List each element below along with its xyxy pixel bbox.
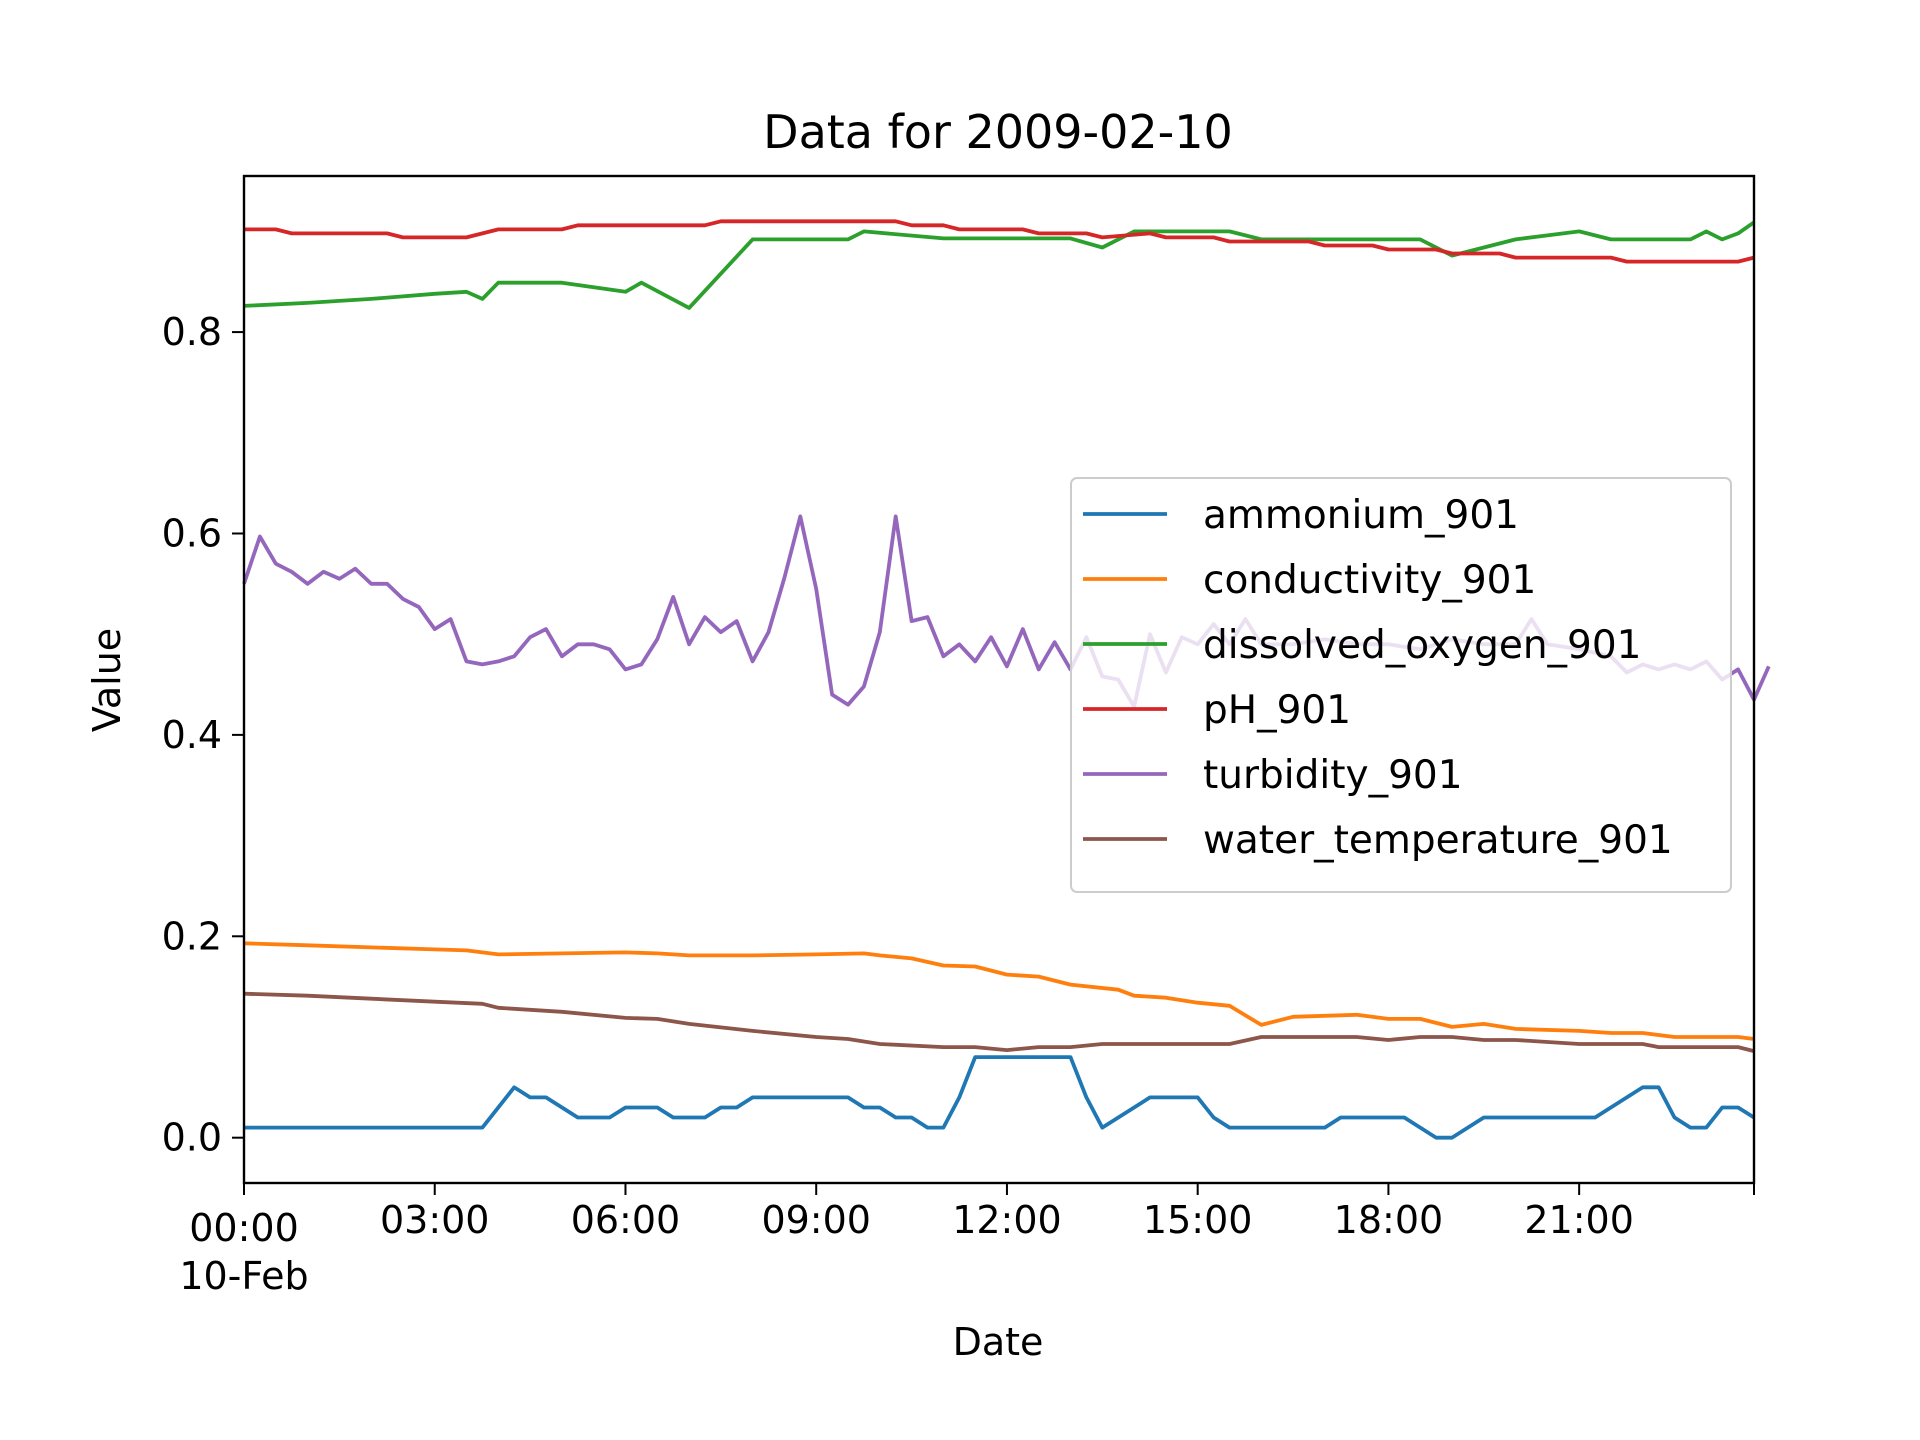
y-tick-label: 0.2: [162, 914, 222, 958]
y-tick-label: 0.8: [162, 310, 222, 354]
x-tick-label: 15:00: [1143, 1198, 1253, 1242]
series-line-conductivity_901: [243, 941, 1755, 1041]
series-line-ammonium_901: [244, 1055, 1756, 1140]
y-tick-label: 0.4: [162, 713, 222, 757]
x-tick-label: 06:00: [571, 1198, 681, 1242]
legend-label: dissolved_oxygen_901: [1203, 623, 1641, 668]
legend-label: pH_901: [1203, 688, 1351, 733]
legend-label: water_temperature_901: [1203, 818, 1673, 863]
series-line-water_temperature_901: [243, 991, 1755, 1053]
legend-box: [1070, 477, 1732, 893]
x-tick-sublabel: 10-Feb: [179, 1254, 308, 1298]
y-axis: 0.0 0.2 0.4 0.6 0.8: [162, 310, 244, 1160]
chart-title: Data for 2009-02-10: [763, 105, 1233, 159]
x-tick-label: 12:00: [952, 1198, 1062, 1242]
series-line-dissolved_oxygen_901: [243, 220, 1756, 310]
legend-label: turbidity_901: [1203, 753, 1463, 798]
y-tick-label: 0.0: [162, 1116, 222, 1160]
x-tick-label: 09:00: [761, 1198, 871, 1242]
x-tick-label: 18:00: [1334, 1198, 1444, 1242]
x-tick-label: 00:00: [189, 1206, 299, 1250]
x-tick-label: 21:00: [1524, 1198, 1634, 1242]
y-axis-label: Value: [85, 628, 129, 732]
series-line-pH_901: [244, 219, 1755, 264]
legend-label: conductivity_901: [1203, 558, 1536, 603]
legend-label: ammonium_901: [1203, 493, 1519, 538]
legend: ammonium_901 conductivity_901 dissolved_ox…: [1070, 477, 1732, 893]
x-axis-label: Date: [953, 1320, 1044, 1364]
series-layer: [242, 219, 1771, 1140]
y-tick-label: 0.6: [162, 511, 222, 555]
x-tick-label: 03:00: [380, 1198, 490, 1242]
axes-frame: [242, 174, 1756, 1185]
